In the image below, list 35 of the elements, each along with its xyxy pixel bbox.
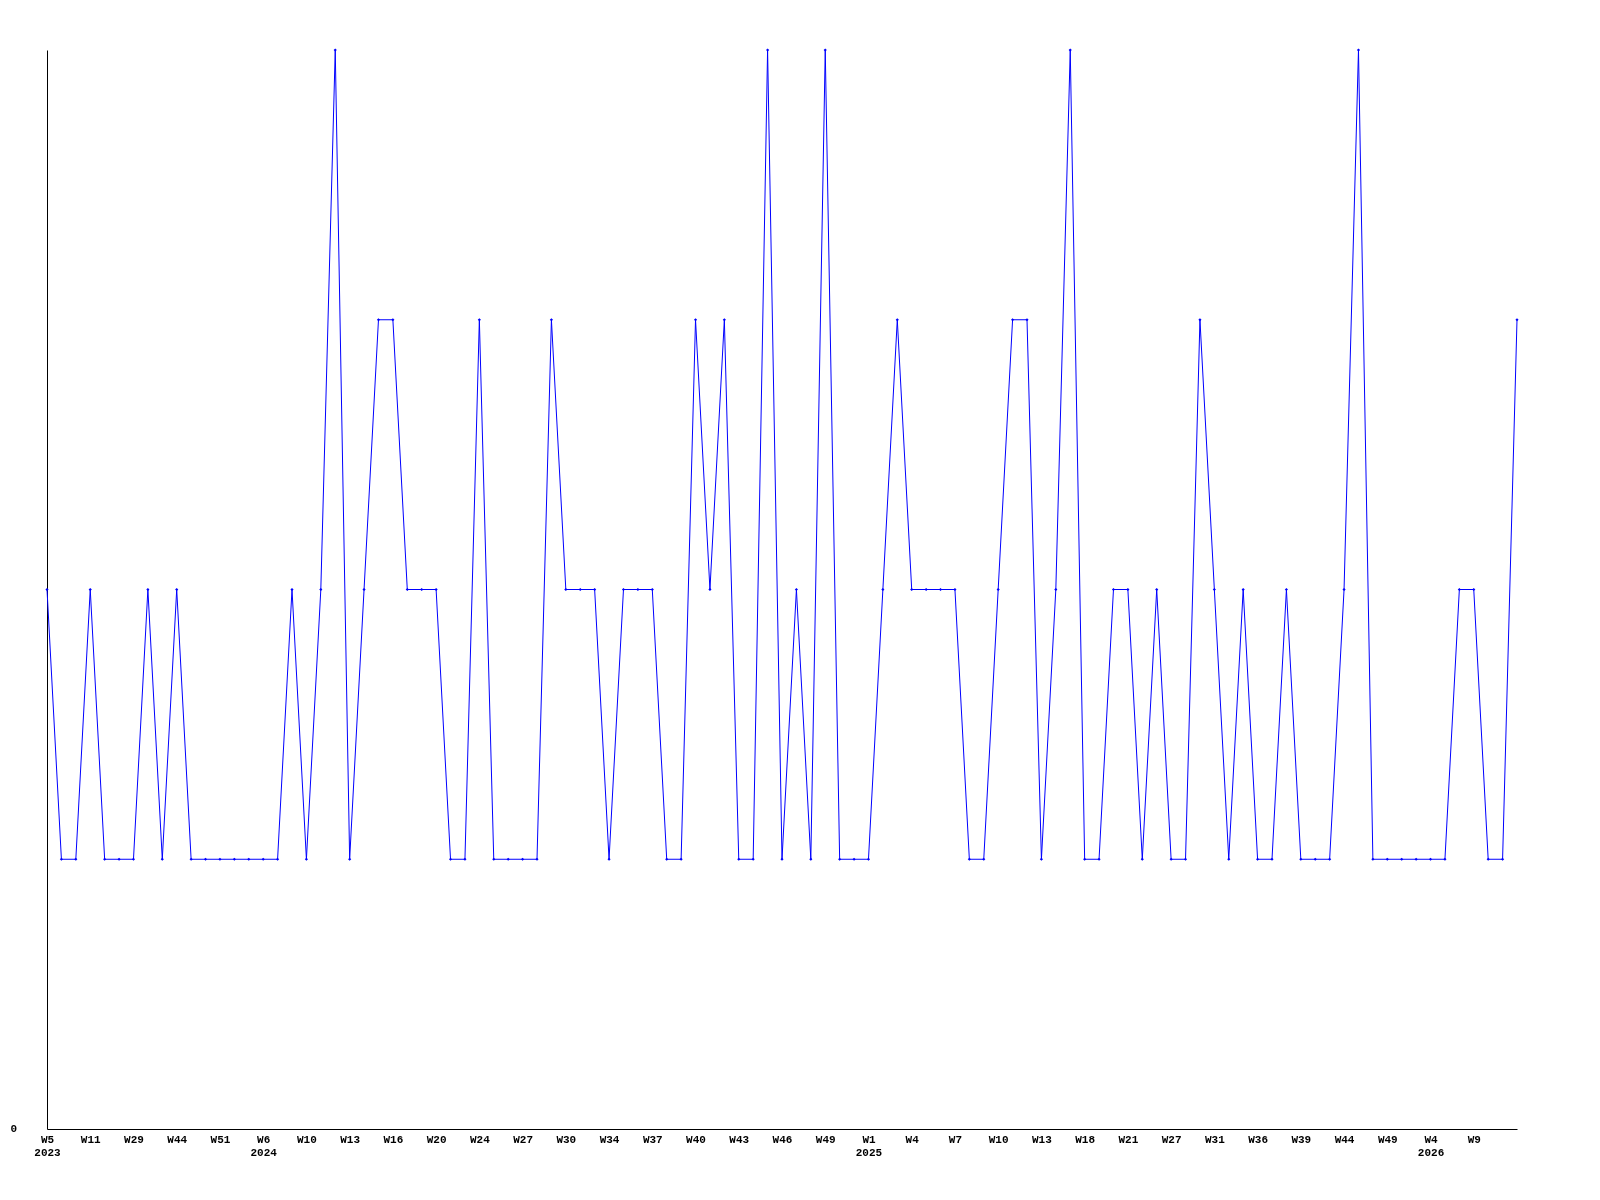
x-tick-label: W4 2026 xyxy=(1417,1133,1445,1159)
x-tick-label: W49 xyxy=(815,1133,836,1146)
x-tick-label: W51 xyxy=(210,1133,231,1146)
x-tick-label: W40 xyxy=(686,1133,706,1146)
x-tick-label: W1 2025 xyxy=(855,1133,883,1159)
x-tick-label: W27 xyxy=(513,1133,533,1146)
text: 0 xyxy=(10,1123,17,1135)
x-tick-label: W44 xyxy=(167,1133,188,1146)
x-tick-label: W6 2024 xyxy=(250,1133,278,1159)
x-tick-label: W21 xyxy=(1118,1133,1139,1146)
x-tick-label: W13 xyxy=(340,1133,361,1146)
x-tick-label: W16 xyxy=(383,1133,404,1146)
x-tick-label: W11 xyxy=(80,1133,102,1146)
x-tick-label: W18 xyxy=(1075,1133,1096,1146)
x-tick-label: W30 xyxy=(556,1133,577,1146)
x-tick-label: W37 xyxy=(642,1133,663,1146)
x-tick-label: W39 xyxy=(1291,1133,1312,1146)
x-tick-label: W4 xyxy=(905,1133,920,1146)
x-tick-label: W31 xyxy=(1204,1133,1226,1146)
x-tick-label: W9 xyxy=(1467,1133,1481,1146)
x-tick-label: W20 xyxy=(426,1133,447,1146)
x-tick-label: W10 xyxy=(297,1133,317,1146)
x-tick-label: W43 xyxy=(729,1133,750,1146)
x-tick-label: W27 xyxy=(1161,1133,1182,1146)
x-tick-label: W7 xyxy=(948,1133,963,1146)
x-tick-label: W49 xyxy=(1377,1133,1398,1146)
x-tick-label: W13 xyxy=(1032,1133,1053,1146)
x-tick-label: W10 xyxy=(988,1133,1009,1146)
x-tick-label: W34 xyxy=(599,1133,620,1146)
x-tick-label: W29 xyxy=(124,1133,144,1146)
x-tick-label: W36 xyxy=(1248,1133,1268,1146)
x-tick-label: W46 xyxy=(772,1133,793,1146)
x-tick-label: W5 2023 xyxy=(34,1133,62,1159)
x-tick-label: W24 xyxy=(469,1133,491,1146)
x-tick-label: W44 xyxy=(1334,1133,1355,1146)
